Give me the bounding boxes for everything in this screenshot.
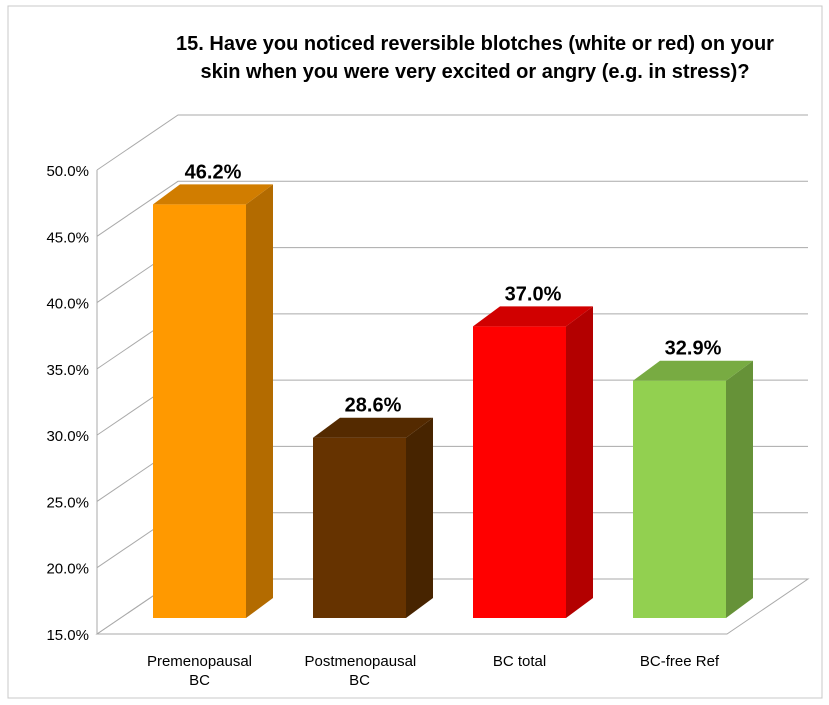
x-tick-label: Postmenopausal BC (304, 653, 417, 689)
x-tick-label: BC total (492, 653, 547, 670)
y-tick-label: 50.0% (46, 163, 89, 180)
chart-title: 15. Have you noticed reversible blotches… (176, 33, 774, 55)
bar (153, 204, 246, 618)
grid-line (96, 180, 808, 237)
y-tick-label: 30.0% (46, 428, 89, 445)
y-tick-label: 15.0% (46, 627, 89, 644)
bar (633, 380, 726, 618)
value-label: 32.9% (665, 338, 722, 360)
bar (313, 437, 406, 618)
bar-top (313, 417, 433, 438)
value-label: 46.2% (185, 161, 242, 183)
y-tick-label: 25.0% (46, 494, 89, 511)
y-tick-label: 45.0% (46, 229, 89, 246)
chart-frame (7, 5, 823, 699)
bar-top (473, 306, 593, 327)
grid-line (96, 114, 808, 171)
x-tick-label: BC-free Ref (639, 653, 720, 670)
bar-side (726, 360, 753, 618)
bar-top (153, 184, 273, 205)
value-label: 37.0% (505, 283, 562, 305)
bar-side (406, 417, 433, 618)
x-tick-label: Premenopausal BC (146, 653, 253, 689)
y-tick-label: 40.0% (46, 296, 89, 313)
chart-title: skin when you were very excited or angry… (200, 61, 749, 83)
value-label: 28.6% (345, 395, 402, 417)
bar-top (633, 360, 753, 381)
y-tick-label: 35.0% (46, 362, 89, 379)
bar-side (566, 306, 593, 618)
bar-side (246, 184, 273, 618)
y-tick-label: 20.0% (46, 561, 89, 578)
bar (473, 326, 566, 618)
